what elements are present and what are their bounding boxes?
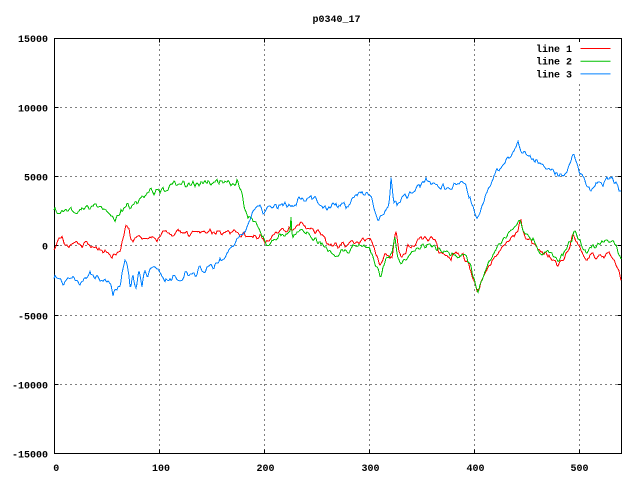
svg-text:300: 300	[361, 464, 379, 475]
svg-text:p0340_17: p0340_17	[312, 15, 360, 26]
svg-text:-10000: -10000	[12, 382, 48, 393]
svg-text:400: 400	[466, 464, 484, 475]
svg-text:0: 0	[42, 243, 48, 254]
svg-text:line 3: line 3	[536, 69, 572, 81]
svg-text:500: 500	[570, 464, 588, 475]
svg-text:10000: 10000	[18, 105, 48, 116]
svg-text:15000: 15000	[18, 35, 48, 46]
svg-text:5000: 5000	[24, 174, 48, 185]
svg-text:200: 200	[256, 464, 274, 475]
svg-text:line 2: line 2	[536, 57, 572, 69]
svg-text:-5000: -5000	[18, 313, 48, 324]
svg-text:0: 0	[53, 464, 59, 475]
svg-text:line 1: line 1	[536, 44, 572, 56]
svg-text:-15000: -15000	[12, 451, 48, 462]
svg-text:100: 100	[152, 464, 170, 475]
